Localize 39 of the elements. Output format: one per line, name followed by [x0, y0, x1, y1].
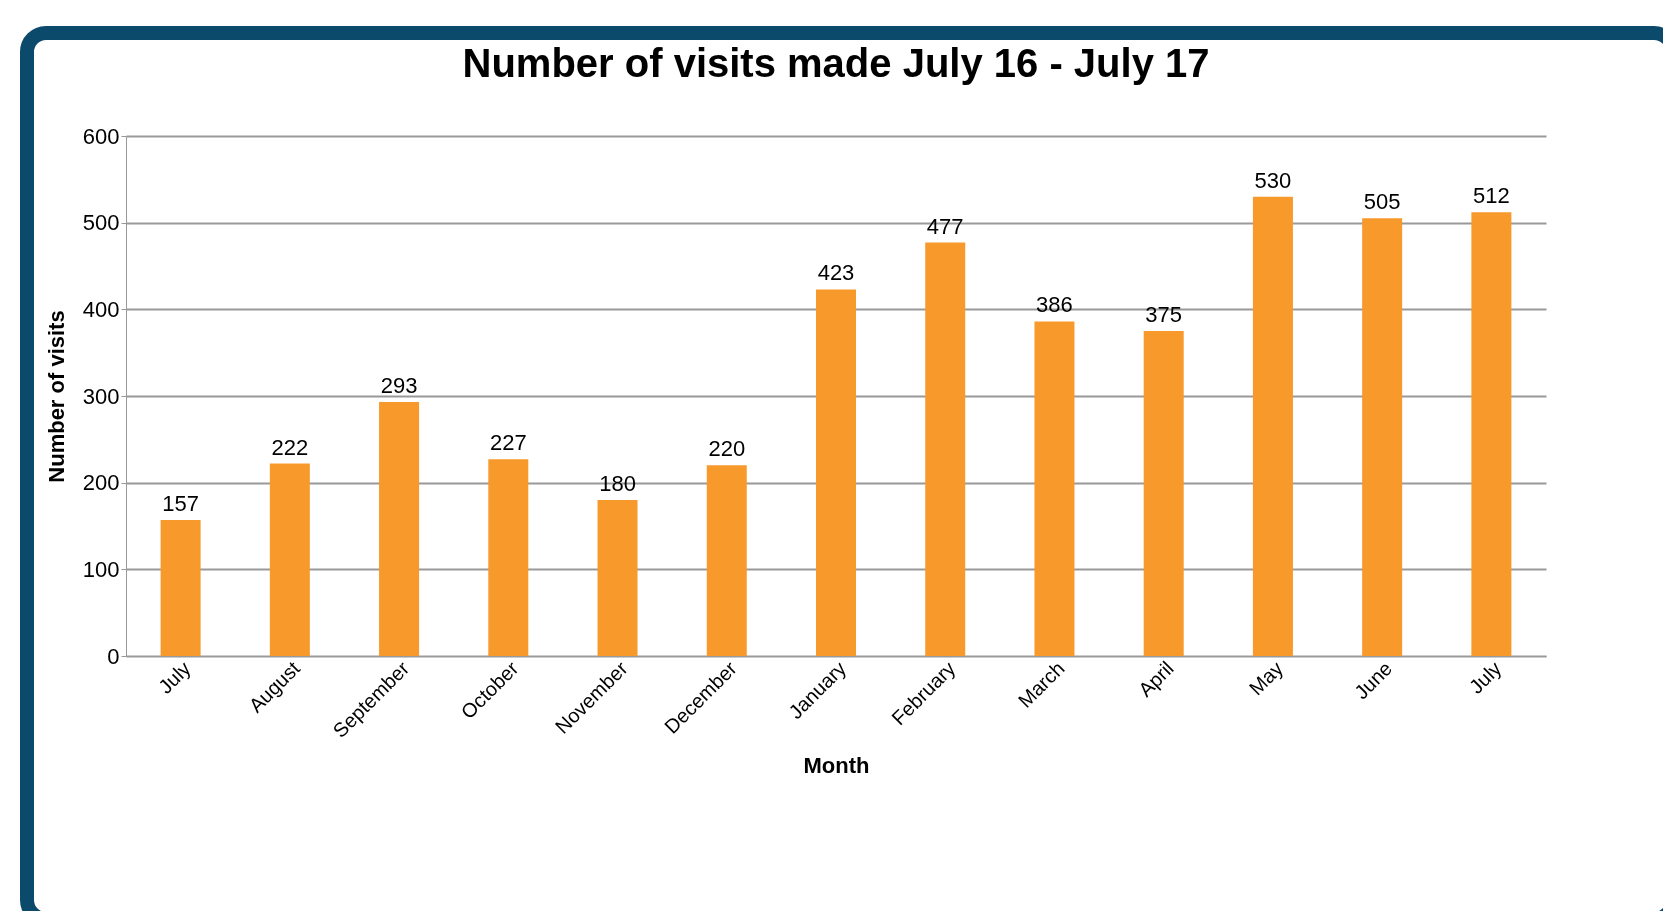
bar — [1471, 212, 1512, 656]
y-tick-label: 400 — [82, 296, 120, 322]
bar — [1034, 321, 1075, 656]
data-label: 375 — [1145, 302, 1183, 327]
y-tick-label: 0 — [107, 643, 120, 669]
y-tick-label: 600 — [82, 123, 120, 149]
y-axis-title: Number of visits — [43, 310, 69, 483]
data-label: 512 — [1473, 183, 1510, 209]
x-axis-title: Month — [803, 752, 870, 778]
data-label: 530 — [1254, 167, 1292, 193]
x-tick-label: July — [1464, 657, 1506, 698]
y-tick-label: 500 — [82, 210, 120, 236]
bar — [1252, 196, 1293, 656]
data-label: 227 — [489, 430, 527, 456]
bar — [706, 465, 747, 656]
data-label: 505 — [1363, 189, 1401, 215]
y-tick-label: 300 — [82, 383, 120, 409]
data-label: 423 — [817, 260, 855, 286]
data-label: 157 — [162, 490, 199, 516]
data-label: 293 — [380, 373, 418, 399]
bar — [269, 463, 310, 656]
chart-title: Number of visits made July 16 - July 17 — [462, 41, 1210, 85]
data-label: 180 — [599, 471, 636, 496]
x-tick-label: May — [1244, 657, 1288, 700]
bar — [1362, 218, 1403, 656]
data-label: 220 — [708, 436, 746, 462]
bar — [379, 402, 420, 656]
bar — [597, 500, 638, 656]
y-tick-label: 100 — [82, 556, 120, 582]
data-label: 477 — [926, 213, 964, 239]
y-tick-label: 200 — [82, 470, 120, 496]
bar — [816, 289, 856, 656]
bar — [925, 242, 966, 656]
data-label: 386 — [1036, 292, 1073, 318]
bar — [160, 519, 201, 656]
bar — [488, 459, 529, 656]
x-tick-label: July — [154, 657, 195, 698]
data-label: 222 — [271, 434, 309, 460]
bar — [1143, 331, 1184, 656]
